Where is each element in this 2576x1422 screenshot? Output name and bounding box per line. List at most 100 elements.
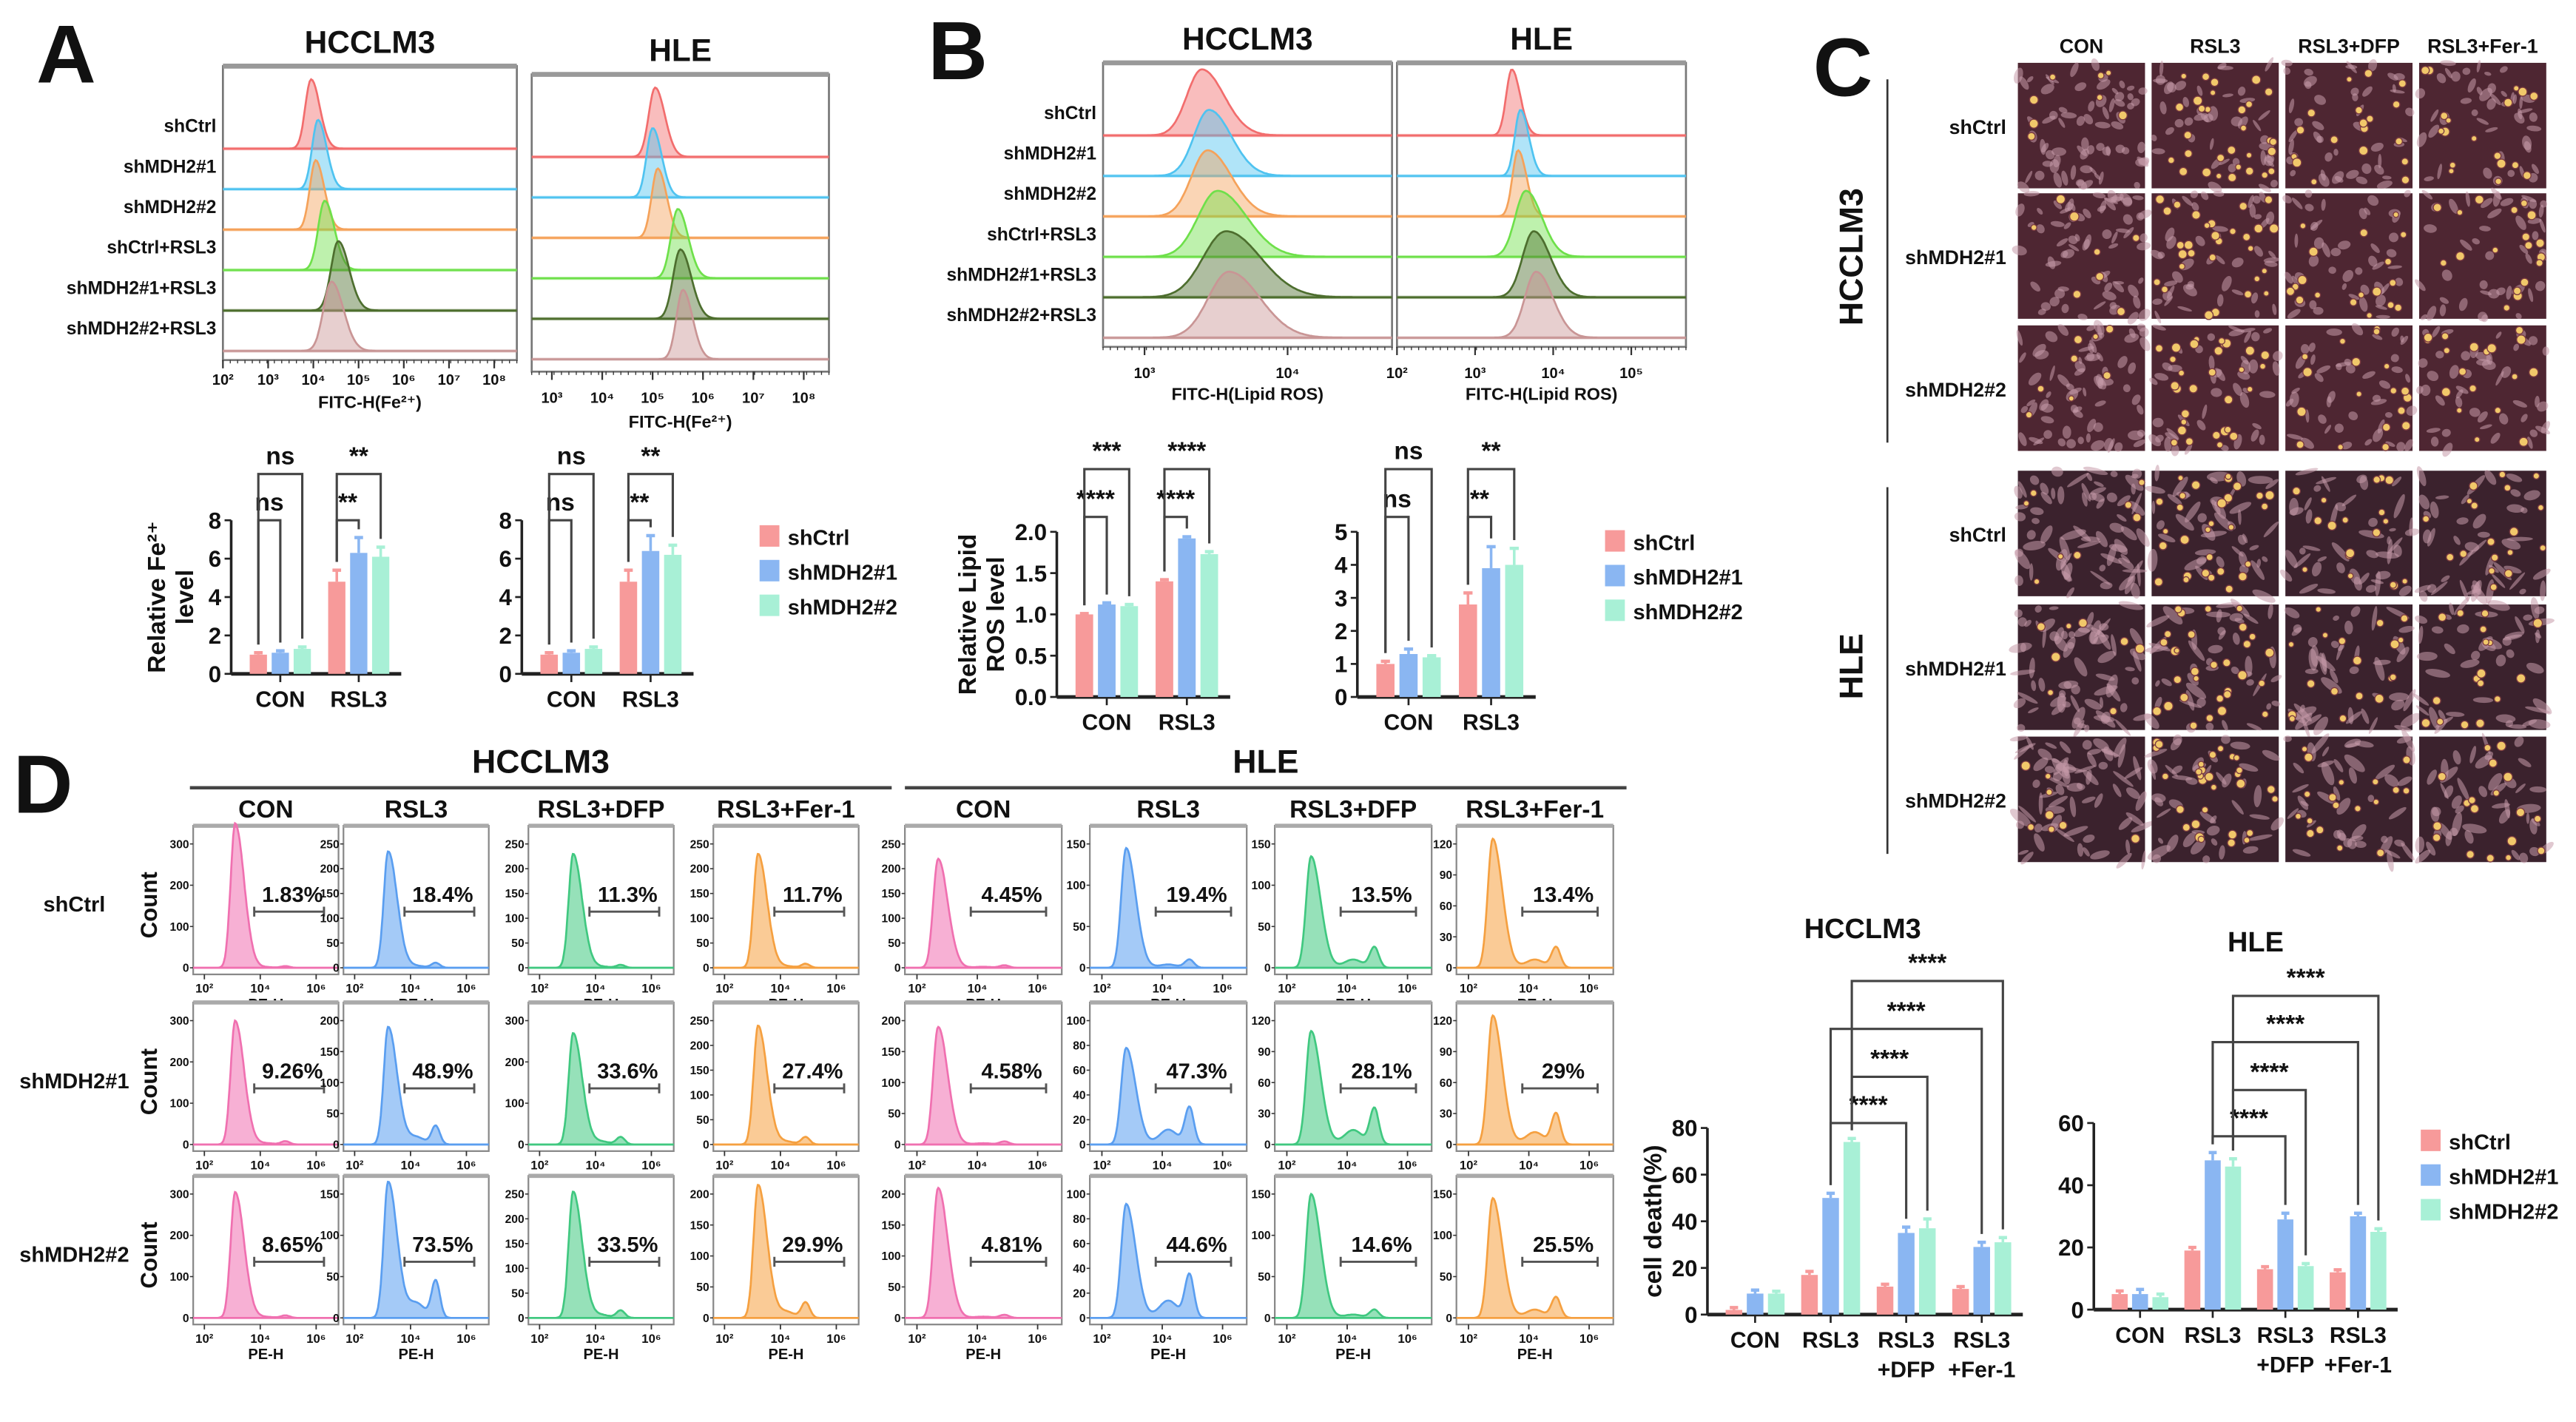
x-tick-label: 10⁴ — [1519, 1158, 1539, 1172]
significance-bracket — [547, 473, 595, 645]
cell — [2083, 209, 2091, 219]
cell — [2066, 587, 2074, 599]
cell — [2092, 192, 2106, 199]
y-tick-label: 6 — [499, 546, 512, 572]
cell — [2366, 550, 2378, 559]
cell — [2244, 331, 2252, 343]
rounded-cell — [2373, 328, 2381, 336]
cell — [2246, 679, 2254, 686]
cell — [2213, 191, 2225, 197]
x-tick-label: 10⁴ — [968, 1158, 988, 1172]
cell — [2125, 474, 2144, 491]
y-tick-label: 150 — [1252, 838, 1271, 851]
cell — [2152, 417, 2164, 428]
rounded-cell — [2495, 178, 2503, 186]
rounded-cell — [2437, 127, 2445, 135]
cell — [2096, 498, 2105, 509]
cell — [2097, 630, 2111, 650]
tick-label: 10² — [1386, 365, 1408, 382]
cell — [2077, 843, 2084, 857]
cell — [2455, 397, 2463, 408]
cell — [2131, 394, 2141, 405]
cell — [2336, 798, 2351, 815]
y-tick-label: 20 — [1073, 1287, 1086, 1300]
cell — [2341, 442, 2353, 450]
cell — [2091, 439, 2105, 451]
y-tick-label: 4 — [1335, 553, 1348, 579]
rounded-cell — [2191, 210, 2201, 220]
legend-label: shCtrl — [1633, 531, 1695, 555]
cell — [2464, 542, 2479, 552]
cell — [2289, 391, 2299, 408]
cell — [2405, 107, 2415, 117]
cell — [2115, 228, 2131, 233]
cell — [2040, 84, 2054, 95]
cell — [2196, 556, 2207, 565]
cell — [2191, 202, 2199, 212]
significance-label: **** — [1167, 438, 1206, 465]
cell — [2040, 302, 2051, 311]
rounded-cell — [2532, 472, 2540, 480]
y-tick-label: 0 — [209, 661, 221, 687]
micrograph-background — [2418, 604, 2546, 730]
rounded-cell — [2512, 85, 2520, 92]
bar-shMDH2#1-RSL3+DFP — [1898, 1233, 1915, 1315]
rounded-cell — [2488, 758, 2498, 768]
cell — [2104, 282, 2113, 292]
rounded-cell — [2073, 334, 2083, 345]
rounded-cell — [2446, 553, 2455, 562]
sample-label: shMDH2#1 — [1004, 144, 1097, 164]
cell — [2285, 272, 2293, 284]
legend-swatch-shMDH2#1 — [1605, 565, 1625, 587]
y-tick-label: 200 — [882, 1188, 901, 1201]
rounded-cell — [2265, 490, 2275, 501]
gate-percentage: 14.6% — [1351, 1233, 1412, 1257]
histogram-shMDH2#2+RSL3 — [531, 289, 829, 360]
cell — [2457, 778, 2469, 801]
cell — [2523, 614, 2533, 621]
cell — [2424, 224, 2437, 233]
cell — [2202, 855, 2211, 863]
x-tick-label: 10⁶ — [1213, 1158, 1232, 1172]
category-label: +DFP — [1878, 1358, 1935, 1383]
cell — [2086, 352, 2095, 361]
rounded-cell — [2245, 346, 2256, 356]
cell — [2532, 698, 2552, 715]
cell — [2394, 725, 2412, 732]
cell — [2512, 400, 2528, 408]
rounded-cell — [2027, 823, 2035, 832]
cell — [2495, 331, 2502, 339]
cell — [2428, 124, 2440, 138]
cell — [2076, 783, 2083, 789]
legend-swatch-shMDH2#2 — [1605, 599, 1625, 621]
rounded-cell — [2029, 489, 2037, 497]
cell — [2252, 195, 2261, 204]
cell — [2506, 504, 2525, 513]
histogram-shCtrl+RSL3 — [223, 200, 517, 272]
rounded-cell — [2469, 481, 2478, 491]
column-header: CON — [956, 796, 1011, 823]
cell — [2154, 696, 2162, 710]
rounded-cell — [2524, 240, 2533, 250]
rounded-cell — [2476, 679, 2485, 687]
y-tick-label: 0 — [703, 1139, 709, 1151]
cell — [2094, 173, 2101, 180]
cell — [2034, 823, 2043, 833]
rounded-cell — [2393, 211, 2399, 218]
cell — [2479, 226, 2491, 232]
cell — [2313, 306, 2324, 315]
cell — [2136, 528, 2150, 547]
cell — [2151, 148, 2165, 155]
cell — [2271, 701, 2281, 707]
rounded-cell — [2441, 332, 2449, 340]
flow-title: HLE — [1510, 21, 1573, 56]
cell — [2167, 493, 2182, 505]
cell — [2461, 494, 2469, 505]
rounded-cell — [2445, 117, 2452, 124]
rounded-cell — [2482, 638, 2489, 646]
bar-shMDH2#1-RSL3+Fer-1 — [1973, 1247, 1990, 1315]
y-tick-label: 200 — [690, 863, 709, 876]
